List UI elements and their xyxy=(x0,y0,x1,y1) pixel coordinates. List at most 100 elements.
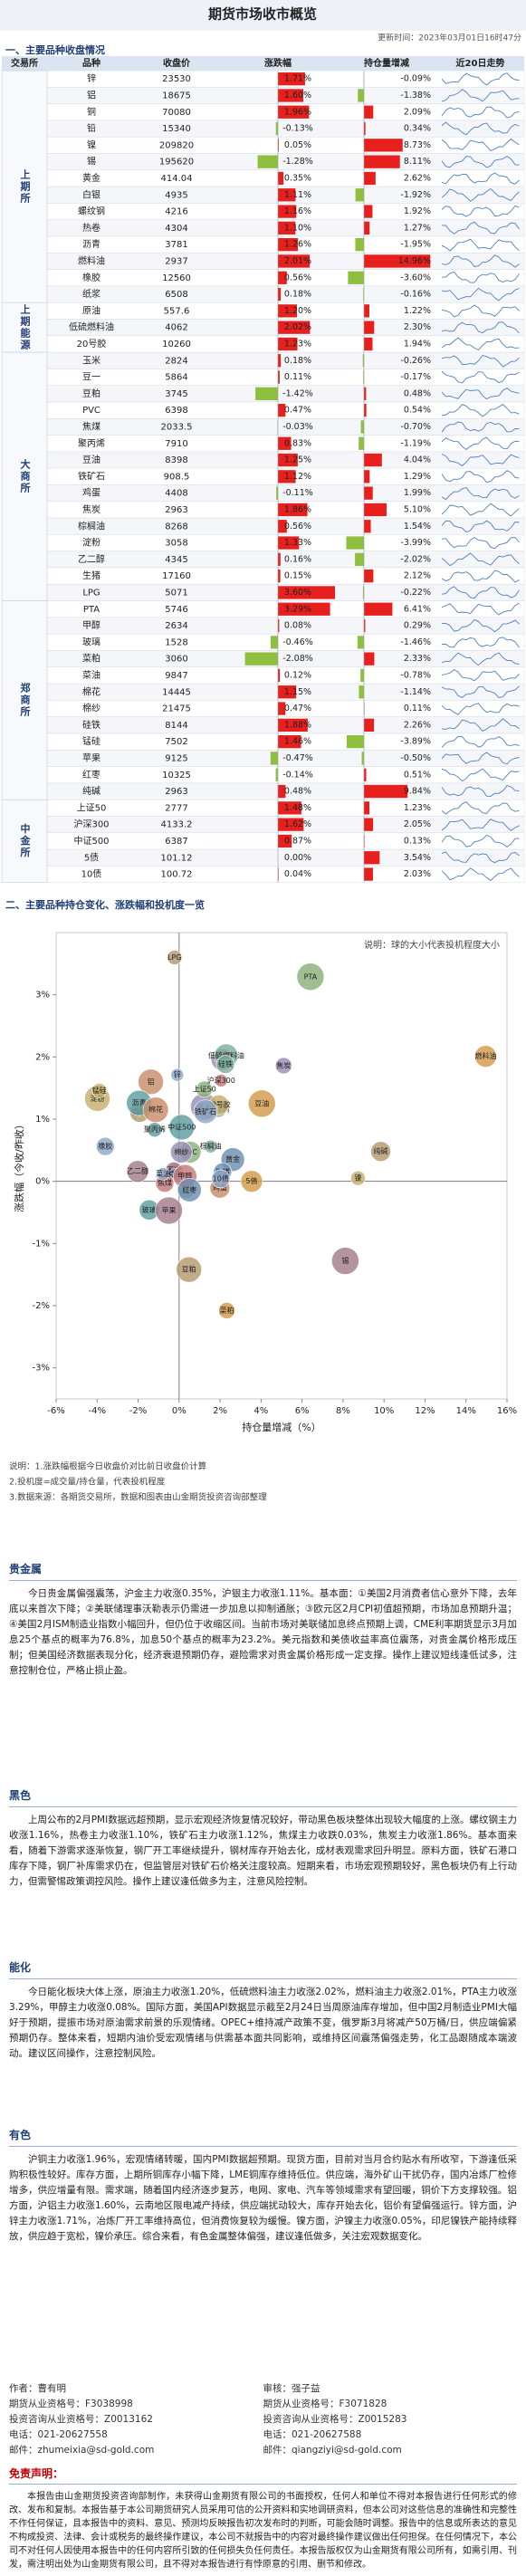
trend-line xyxy=(441,271,520,283)
bubble-label: 20号胶 xyxy=(207,1100,231,1109)
bubble-label: 硅铁 xyxy=(218,1059,233,1068)
exchange-cell xyxy=(1,799,48,884)
y-tick-label: 2% xyxy=(35,1052,50,1062)
bubble xyxy=(170,1068,185,1082)
close-price: 2937 xyxy=(165,256,187,266)
change-bar xyxy=(276,486,278,500)
bubble xyxy=(240,1170,263,1192)
y-tick-label: -3% xyxy=(33,1364,50,1374)
hold-bar xyxy=(364,851,380,865)
change-label: 0.11% xyxy=(284,372,311,382)
bubble xyxy=(214,1074,228,1087)
hold-bar xyxy=(357,636,364,649)
change-bar xyxy=(255,387,278,400)
product-name: 橡胶 xyxy=(82,272,100,283)
close-price: 6508 xyxy=(165,290,187,300)
close-price: 908.5 xyxy=(164,472,190,482)
change-bar xyxy=(278,436,292,450)
trend-line xyxy=(441,851,520,864)
hold-label: 8.73% xyxy=(404,140,431,150)
trend-line xyxy=(441,470,520,484)
hold-label: -3.60% xyxy=(400,273,431,282)
trend-line xyxy=(441,254,520,268)
trend-line xyxy=(441,801,520,815)
close-price: 4062 xyxy=(165,323,187,333)
column-header: 收盘价 xyxy=(163,57,191,69)
change-label: -0.46% xyxy=(282,637,313,647)
close-price: 4304 xyxy=(165,224,187,234)
trend-line xyxy=(441,205,520,217)
change-label: 0.35% xyxy=(284,173,311,183)
close-price: 2777 xyxy=(165,803,187,813)
product-name: 硅铁 xyxy=(82,719,100,731)
change-bar xyxy=(278,72,305,86)
change-label: 0.08% xyxy=(284,621,311,631)
hold-label: 1.94% xyxy=(404,339,431,349)
section-title: 贵金属 xyxy=(9,1562,517,1581)
close-price: 2033.5 xyxy=(161,422,193,432)
change-bar xyxy=(278,404,286,417)
bubble xyxy=(274,1057,292,1075)
bubble xyxy=(156,1167,170,1181)
hold-bar xyxy=(364,139,403,152)
change-label: 1.60% xyxy=(284,91,311,101)
column-header: 交易所 xyxy=(11,57,38,69)
hold-bar xyxy=(364,205,373,218)
change-label: 0.47% xyxy=(284,406,311,416)
change-bar xyxy=(278,834,292,848)
change-bar xyxy=(278,188,296,202)
change-bar xyxy=(278,586,335,599)
contact-line: 审核：强子益 xyxy=(263,2383,320,2394)
close-price: 3058 xyxy=(165,539,187,549)
product-name: 原油 xyxy=(82,304,100,316)
contact-line: 投资咨询从业资格号：Z0013162 xyxy=(9,2414,153,2425)
bubble-label: 棉纱 xyxy=(174,1147,188,1156)
hold-bar xyxy=(364,520,371,533)
change-label: 1.23% xyxy=(284,339,311,349)
exchange-cell xyxy=(1,351,48,601)
column-header: 品种 xyxy=(82,57,100,69)
hold-bar xyxy=(346,536,364,550)
close-price: 3060 xyxy=(165,655,187,665)
trend-line xyxy=(441,321,520,334)
bubble-label: 苹果 xyxy=(162,1205,177,1214)
hold-label: 4.04% xyxy=(404,455,431,465)
hold-bar xyxy=(364,387,367,400)
change-bar xyxy=(278,254,311,268)
contact-line: 电话：021-20627588 xyxy=(263,2429,362,2440)
hold-bar xyxy=(358,89,364,102)
change-label: 1.20% xyxy=(284,306,311,316)
product-name: 10债 xyxy=(81,868,102,880)
y-axis-title: 涨跌幅（今收/昨收） xyxy=(13,1119,25,1212)
close-price: 4133.2 xyxy=(161,820,193,830)
product-name: 棉花 xyxy=(82,685,100,697)
product-name: PVC xyxy=(82,406,100,416)
section: 贵金属 今日贵金属偏强震荡，沪金主力收涨0.35%，沪银主力收涨1.11%。基本面… xyxy=(9,1562,517,1679)
close-price: 12560 xyxy=(162,273,191,283)
hold-label: -0.70% xyxy=(400,422,431,432)
hold-label: -0.09% xyxy=(400,74,431,84)
disclaimer-text: 本报告由山金期货投资咨询部制作，未获得山金期货有限公司的书面授权，任何人和单位不… xyxy=(9,2492,517,2570)
change-bar xyxy=(278,735,301,749)
close-price: 15340 xyxy=(162,124,191,134)
change-label: 2.01% xyxy=(284,256,311,266)
close-price: 1528 xyxy=(165,637,187,647)
change-bar xyxy=(278,503,308,517)
change-label: 0.16% xyxy=(284,554,311,564)
trend-line xyxy=(441,520,520,533)
change-label: 0.04% xyxy=(284,869,311,879)
bubble xyxy=(331,1247,359,1275)
hold-bar xyxy=(364,171,376,186)
change-bar xyxy=(275,121,278,136)
close-price: 2634 xyxy=(165,621,187,631)
change-bar xyxy=(278,89,303,102)
x-tick-label: 14% xyxy=(456,1406,476,1416)
trend-line xyxy=(441,337,520,351)
x-tick-label: 16% xyxy=(497,1406,517,1416)
hold-bar xyxy=(355,188,364,202)
trend-line xyxy=(441,537,520,550)
y-tick-label: -2% xyxy=(33,1301,50,1311)
product-name: 豆粕 xyxy=(82,388,100,399)
contact-line: 电话：021-20627558 xyxy=(9,2429,108,2440)
x-tick-label: -6% xyxy=(47,1406,64,1416)
